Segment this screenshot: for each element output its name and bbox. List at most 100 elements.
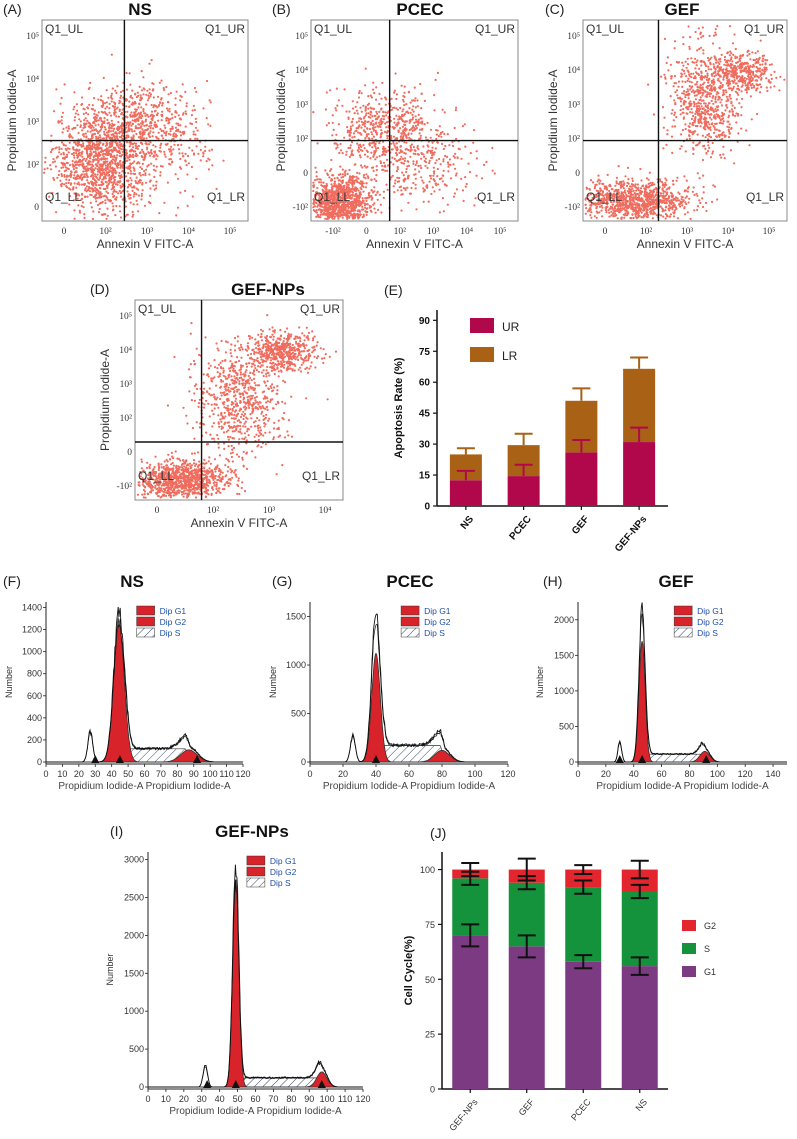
point: [370, 178, 373, 181]
point: [609, 192, 612, 195]
point: [124, 126, 128, 129]
point: [422, 200, 425, 203]
point: [107, 192, 110, 195]
point: [208, 99, 211, 102]
point: [89, 130, 92, 133]
point: [405, 103, 408, 106]
point: [406, 177, 409, 180]
point: [116, 85, 119, 88]
point: [150, 103, 153, 107]
point: [712, 102, 715, 105]
point: [161, 104, 164, 107]
point: [331, 174, 334, 177]
point: [730, 108, 733, 111]
point: [89, 138, 92, 141]
point: [94, 128, 97, 131]
point: [66, 153, 69, 156]
point: [401, 171, 404, 174]
point: [67, 181, 70, 185]
point: [414, 183, 417, 186]
point: [76, 142, 80, 145]
point: [332, 128, 335, 131]
point: [447, 170, 450, 173]
point: [162, 137, 165, 140]
point: [152, 104, 155, 107]
point: [417, 138, 421, 141]
point: [688, 129, 691, 132]
point: [693, 193, 696, 197]
point: [701, 197, 704, 200]
point: [351, 120, 354, 123]
point: [87, 137, 90, 141]
point: [44, 161, 47, 164]
point: [361, 166, 364, 169]
point: [452, 195, 455, 198]
point: [121, 129, 124, 132]
point: [716, 198, 719, 201]
point: [94, 189, 97, 192]
point: [74, 141, 77, 144]
point: [380, 117, 383, 120]
point: [378, 193, 381, 196]
point: [631, 213, 634, 216]
point: [105, 136, 108, 139]
point: [394, 182, 397, 185]
point: [129, 184, 132, 187]
point: [152, 144, 155, 147]
point: [660, 75, 663, 78]
point: [115, 204, 118, 208]
point: [688, 197, 691, 200]
point: [613, 207, 617, 210]
point: [104, 144, 107, 147]
point: [341, 190, 344, 193]
point: [125, 149, 128, 152]
point: [610, 214, 613, 217]
point: [395, 93, 398, 96]
point: [150, 149, 153, 152]
point: [96, 114, 99, 117]
point: [321, 184, 324, 188]
point: [396, 166, 399, 169]
point: [152, 96, 155, 99]
point: [429, 136, 432, 139]
point: [98, 163, 101, 166]
point: [172, 135, 175, 138]
point: [112, 177, 115, 180]
point: [63, 162, 66, 166]
point: [117, 163, 120, 167]
point: [133, 111, 136, 114]
point: [48, 195, 51, 198]
point: [700, 105, 703, 108]
point: [109, 155, 112, 159]
point: [172, 148, 175, 151]
point: [629, 190, 632, 194]
point: [159, 165, 163, 168]
point: [127, 156, 130, 159]
point: [381, 81, 384, 84]
point: [404, 124, 407, 127]
point: [647, 83, 650, 86]
y-tick-label: 10⁵: [26, 32, 39, 42]
point: [93, 112, 96, 115]
point: [730, 102, 733, 105]
point: [688, 134, 691, 138]
point: [667, 196, 671, 199]
point: [666, 129, 669, 132]
point: [111, 87, 114, 90]
point: [75, 103, 78, 106]
point: [101, 137, 104, 140]
point: [154, 169, 157, 172]
point: [197, 152, 200, 155]
point: [600, 209, 603, 212]
point: [208, 149, 211, 152]
point: [597, 174, 600, 177]
point: [180, 143, 183, 146]
point: [372, 140, 375, 144]
point: [429, 177, 433, 180]
point: [142, 93, 145, 96]
point: [116, 183, 119, 186]
point: [449, 163, 452, 167]
point: [349, 181, 352, 184]
point: [725, 91, 728, 94]
point: [596, 198, 599, 201]
